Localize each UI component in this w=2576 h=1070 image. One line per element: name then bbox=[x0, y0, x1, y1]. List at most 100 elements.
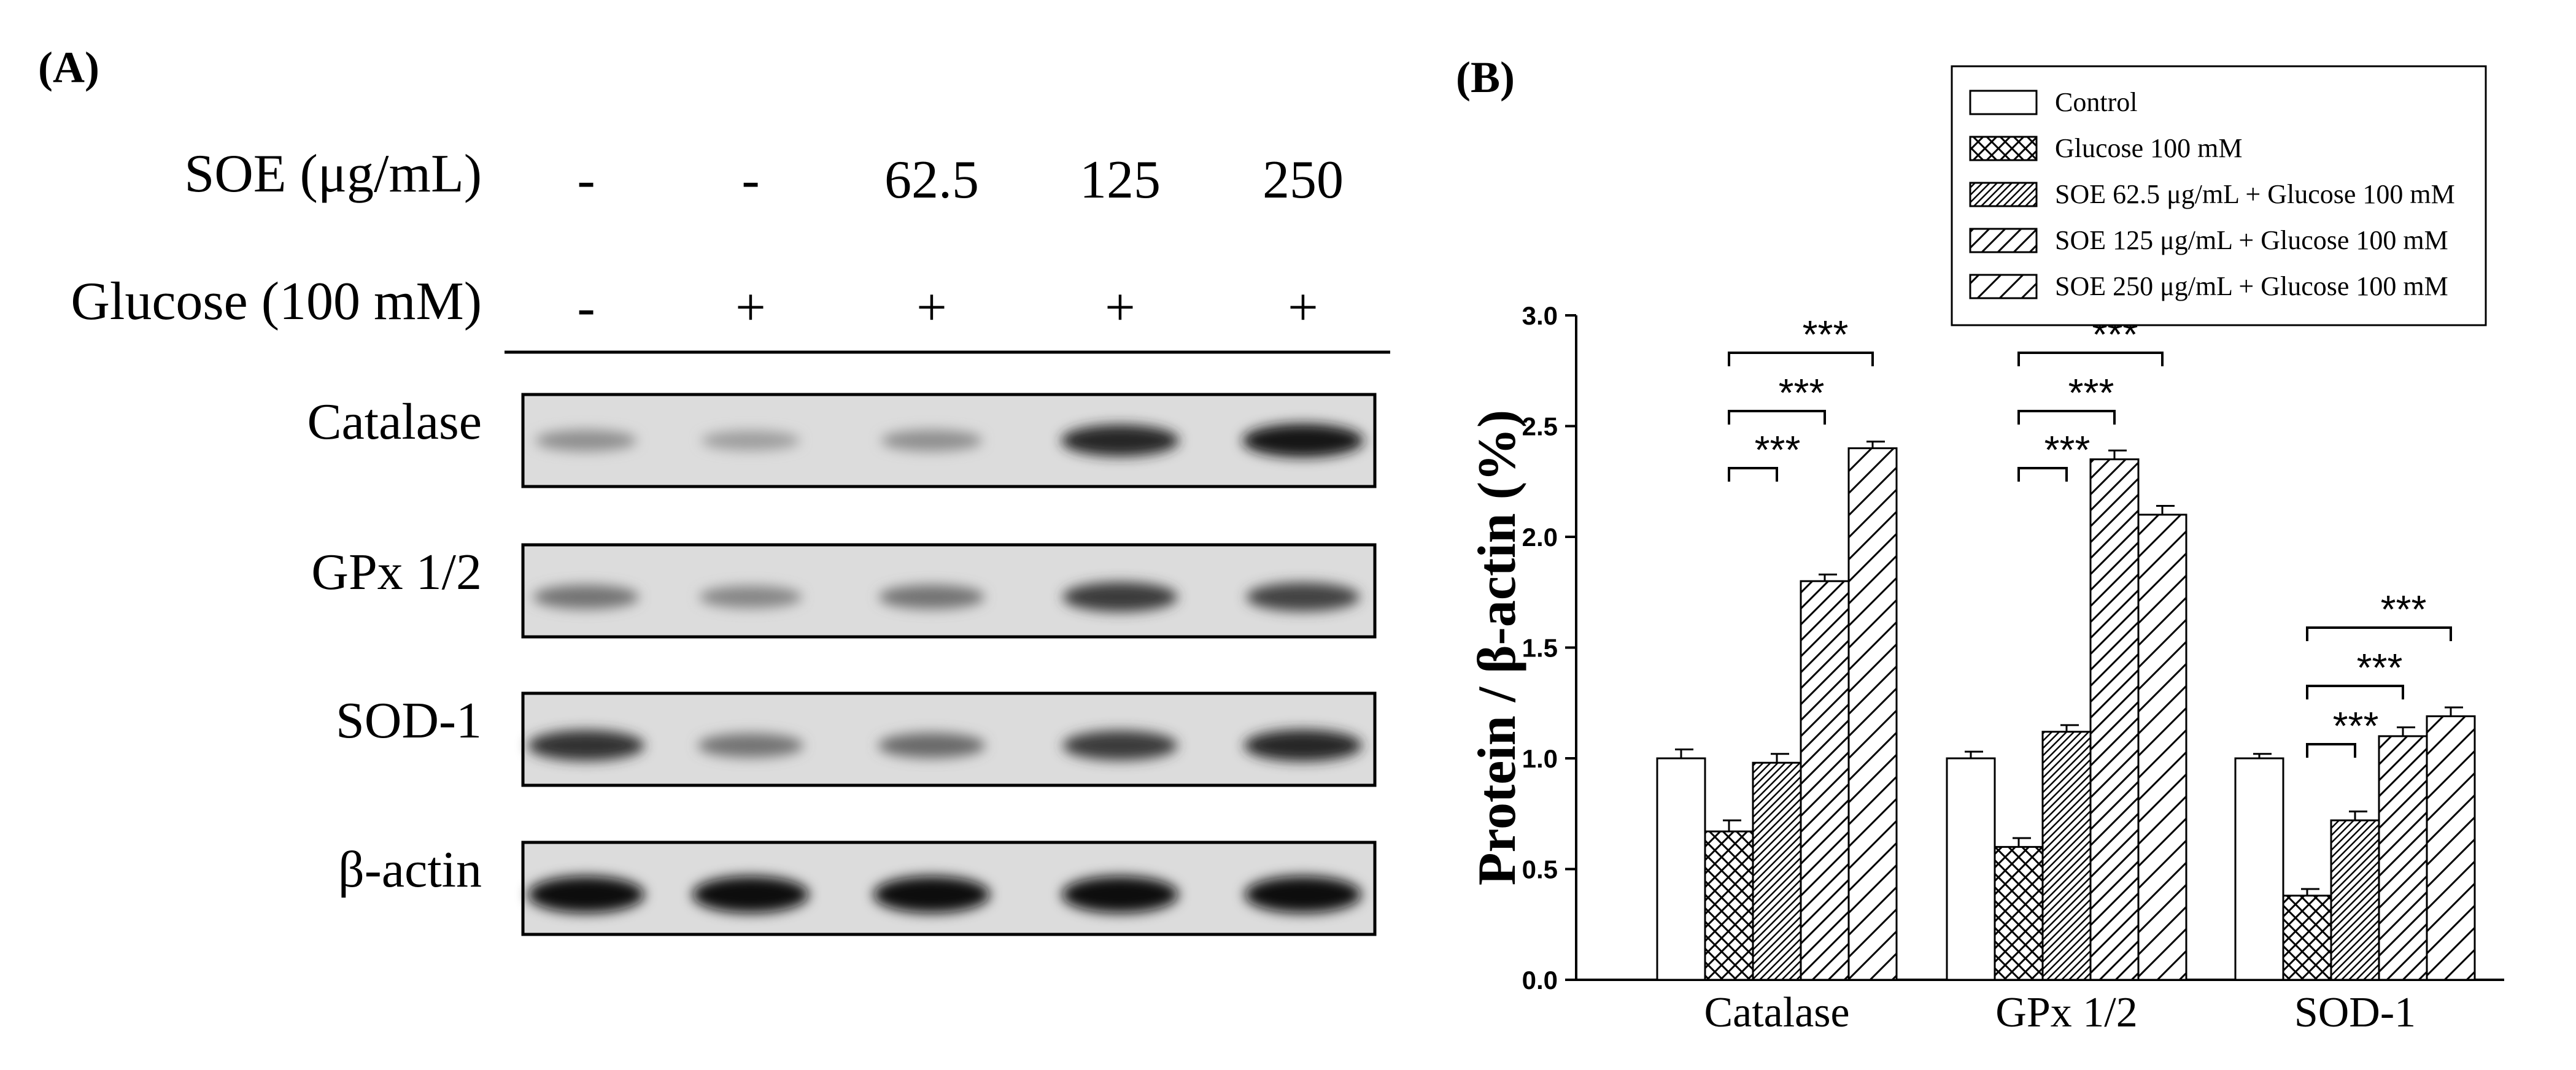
bar bbox=[1946, 757, 1996, 981]
bar bbox=[2041, 731, 2092, 981]
legend-entry-label: SOE 250 μg/mL + Glucose 100 mM bbox=[2055, 271, 2448, 301]
blot-band bbox=[699, 585, 802, 609]
blot-band bbox=[873, 876, 990, 913]
y-axis-title: Protein / β-actin (%) bbox=[1468, 410, 1527, 885]
blot-band bbox=[878, 585, 985, 609]
panel-b-label: (B) bbox=[1456, 53, 1515, 102]
significance-label: *** bbox=[2068, 371, 2114, 415]
blot-strip: SOD-1 bbox=[336, 691, 1377, 787]
significance-bracket: *** bbox=[2017, 371, 2116, 425]
treatment-lane-value: 62.5 bbox=[884, 150, 979, 210]
blot-strip: Catalase bbox=[307, 393, 1377, 488]
blot-band bbox=[535, 429, 637, 452]
bracket-line bbox=[1728, 352, 1874, 366]
panel-a-treatment-rows: SOE (μg/mL) - - 62.5 125 250 Glucose (100 mM) -… bbox=[71, 144, 1344, 337]
x-category-label: Catalase bbox=[1704, 989, 1849, 1036]
significance-label: *** bbox=[2044, 428, 2091, 472]
legend-swatch bbox=[1969, 182, 2038, 207]
blot-band bbox=[881, 429, 983, 452]
bar bbox=[1994, 845, 2044, 981]
blot-band bbox=[1062, 730, 1178, 761]
significance-label: *** bbox=[1803, 312, 1849, 356]
bracket-line bbox=[1728, 467, 1778, 482]
blot-band bbox=[697, 733, 804, 758]
treatment-row-label: Glucose (100 mM) bbox=[71, 272, 482, 331]
blot-band bbox=[1244, 729, 1363, 761]
bracket-line bbox=[2306, 743, 2356, 758]
y-tick-label: 0.0 bbox=[1522, 966, 1558, 995]
treatment-lane-value: + bbox=[1105, 278, 1135, 337]
treatment-row-label: SOE (μg/mL) bbox=[184, 144, 482, 204]
bracket-line bbox=[2306, 626, 2452, 641]
bracket-line bbox=[2017, 467, 2068, 482]
legend-entry-label: Glucose 100 mM bbox=[2055, 133, 2243, 163]
significance-label: *** bbox=[1755, 428, 1801, 472]
blot-band bbox=[701, 430, 800, 451]
bracket-line bbox=[2017, 410, 2116, 425]
bar bbox=[1847, 447, 1898, 981]
legend-swatch bbox=[1969, 228, 2038, 253]
blot-strip: β-actin bbox=[338, 841, 1377, 936]
blot-label: SOD-1 bbox=[336, 692, 482, 749]
blot-band bbox=[1245, 876, 1361, 913]
blot-strip: GPx 1/2 bbox=[311, 543, 1377, 639]
bar bbox=[1656, 757, 1706, 981]
treatment-lane-value: 250 bbox=[1263, 150, 1344, 210]
bar bbox=[2330, 819, 2380, 981]
blot-band bbox=[1062, 876, 1178, 913]
bar bbox=[2378, 735, 2428, 981]
legend-swatch bbox=[1969, 274, 2038, 299]
y-tick-label: 1.0 bbox=[1522, 744, 1558, 773]
bar-chart: 0.0 0.5 1.0 1.5 2.0 2.5 3.0 Protein / β-actin (… bbox=[1468, 301, 2504, 1036]
blot-band bbox=[878, 733, 986, 758]
significance-bracket: *** bbox=[1728, 428, 1801, 482]
significance-bracket: *** bbox=[1728, 371, 1826, 425]
treatment-lane-value: + bbox=[735, 278, 766, 337]
legend-swatch bbox=[1969, 90, 2038, 115]
bar bbox=[2089, 458, 2140, 981]
blot-label: β-actin bbox=[338, 841, 482, 898]
legend-entry-label: SOE 125 μg/mL + Glucose 100 mM bbox=[2055, 225, 2448, 255]
blot-label: GPx 1/2 bbox=[311, 544, 482, 601]
treatment-lane-value: 125 bbox=[1080, 150, 1161, 210]
significance-bracket: *** bbox=[2306, 645, 2404, 699]
significance-bracket: *** bbox=[2306, 704, 2379, 758]
blot-band bbox=[1242, 423, 1364, 458]
significance-label: *** bbox=[2381, 587, 2427, 631]
significance-bracket: *** bbox=[2306, 587, 2452, 641]
y-tick-label: 1.5 bbox=[1522, 634, 1558, 663]
panel-a-label: (A) bbox=[38, 43, 99, 92]
legend-entry-label: SOE 62.5 μg/mL + Glucose 100 mM bbox=[2055, 179, 2455, 209]
bar bbox=[1704, 830, 1754, 981]
bracket-line bbox=[2017, 352, 2164, 366]
treatment-lane-value: - bbox=[577, 150, 595, 210]
x-category-label: GPx 1/2 bbox=[1995, 989, 2137, 1036]
bar bbox=[1800, 580, 1850, 981]
blot-band bbox=[533, 585, 640, 609]
significance-label: *** bbox=[1779, 371, 1825, 415]
blot-band bbox=[692, 876, 809, 913]
y-tick-label: 3.0 bbox=[1522, 301, 1558, 330]
bracket-line bbox=[2306, 685, 2404, 699]
bar bbox=[2426, 715, 2476, 981]
legend-box bbox=[1951, 65, 2487, 326]
bracket-line bbox=[1728, 410, 1826, 425]
y-tick-label: 0.5 bbox=[1522, 855, 1558, 884]
chart-legend: Control Glucose 100 mM SOE 62.5 μg/mL + Gl… bbox=[1951, 65, 2487, 326]
y-tick-label: 2.0 bbox=[1522, 523, 1558, 552]
legend-entry-label: Control bbox=[2055, 87, 2137, 117]
legend-swatch bbox=[1969, 136, 2038, 161]
significance-label: *** bbox=[2333, 704, 2379, 748]
significance-label: *** bbox=[2357, 645, 2403, 690]
treatment-lane-value: - bbox=[741, 150, 759, 210]
x-category-label: SOD-1 bbox=[2294, 989, 2416, 1036]
treatment-lane-value: - bbox=[577, 278, 595, 337]
y-tick-label: 2.5 bbox=[1522, 412, 1558, 441]
bar bbox=[2137, 514, 2187, 981]
blot-label: Catalase bbox=[307, 393, 482, 450]
treatment-lane-value: + bbox=[916, 278, 947, 337]
blot-band bbox=[528, 876, 644, 913]
panel-a-blots: Catalase GPx 1/2 SOD-1 β-actin bbox=[307, 393, 1377, 936]
significance-bracket: *** bbox=[2017, 428, 2091, 482]
